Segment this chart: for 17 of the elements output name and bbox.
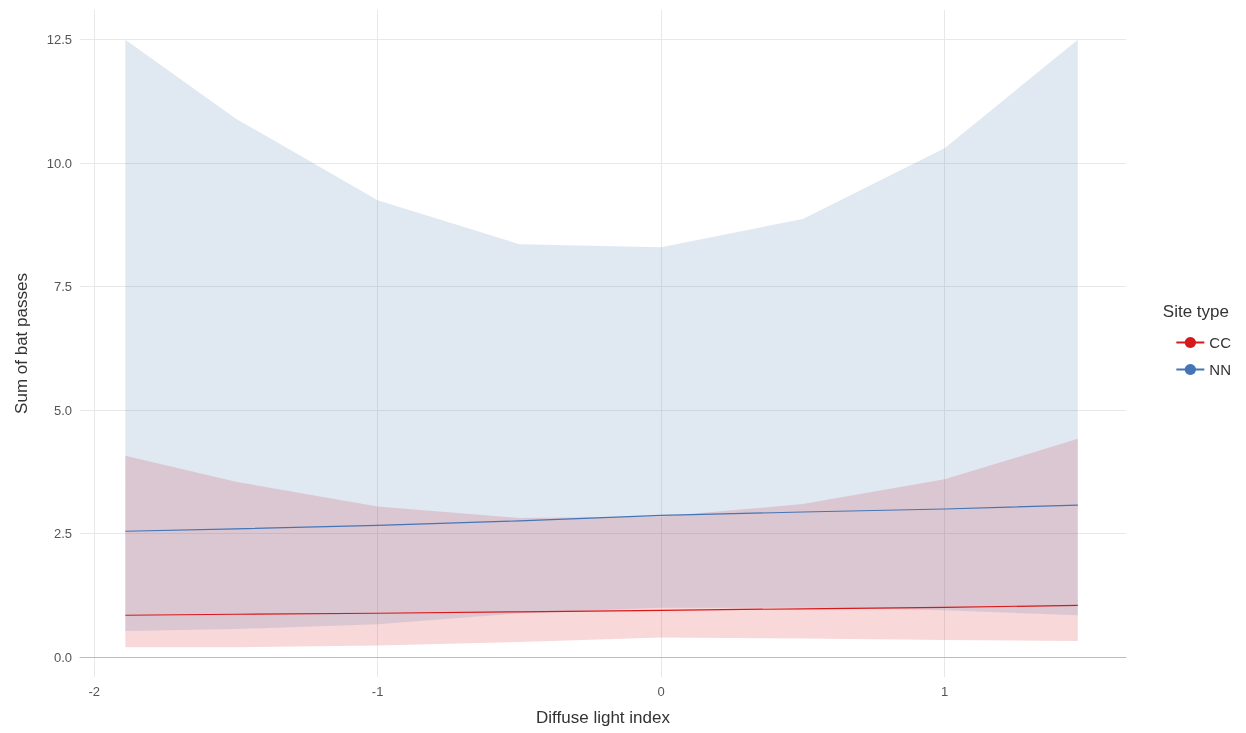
x-tick-label: 1: [940, 684, 949, 699]
x-tick-label: 0: [657, 684, 665, 699]
legend-label: CC: [1209, 334, 1232, 351]
legend-title: Site type: [1162, 302, 1230, 321]
line-series: [124, 504, 1079, 532]
y-tick-label: 0.0: [53, 649, 72, 665]
y-axis-title: Sum of bat passes: [12, 273, 31, 414]
x-tick-label: -1: [371, 684, 384, 699]
y-tick-label: 10.0: [46, 155, 72, 171]
y-tick-label: 2.5: [53, 526, 72, 542]
y-tick-label: 7.5: [53, 279, 72, 295]
legend-label: NN: [1209, 361, 1232, 378]
y-tick-label: 12.5: [46, 32, 72, 48]
x-tick-label: -2: [88, 684, 100, 699]
y-tick-label: 5.0: [53, 402, 72, 418]
line-series: [124, 604, 1079, 616]
x-axis-title: Diffuse light index: [536, 708, 671, 727]
